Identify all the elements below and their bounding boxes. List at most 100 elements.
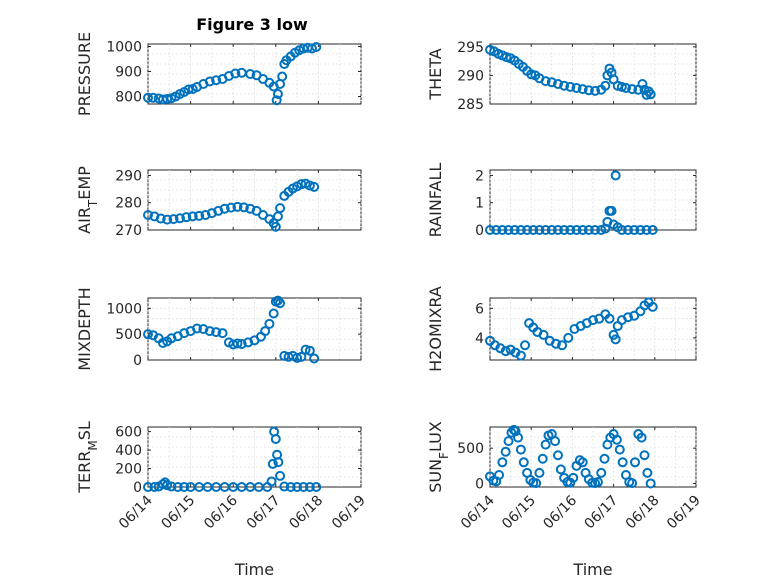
data-point <box>515 225 526 235</box>
data-point <box>538 329 549 340</box>
data-point <box>616 225 627 235</box>
data-point <box>304 482 315 492</box>
data-point <box>540 76 551 87</box>
y-tick-label: 800 <box>115 90 142 106</box>
data-point <box>273 457 284 468</box>
y-axis-label: PRESSURE <box>75 32 94 116</box>
data-point <box>211 75 222 86</box>
data-point <box>187 211 198 222</box>
y-tick-label: 0 <box>475 476 484 492</box>
data-point <box>500 446 511 457</box>
data-point <box>508 424 519 435</box>
y-tick-label: 1000 <box>106 301 142 317</box>
data-point <box>590 225 601 235</box>
data-point <box>577 84 588 95</box>
y-tick-label: 0 <box>475 223 484 239</box>
data-point <box>522 225 533 235</box>
y-tick-label: 4 <box>475 331 484 347</box>
data-point <box>183 84 194 95</box>
data-point <box>528 225 539 235</box>
x-tick-label: 06/14 <box>116 492 156 532</box>
data-point <box>610 334 621 345</box>
data-point <box>270 221 281 232</box>
subplot-right-2: 0 1 2 RAINFALL <box>426 163 697 239</box>
data-point <box>557 340 568 351</box>
data-point <box>559 80 570 91</box>
data-point <box>304 345 315 356</box>
data-point <box>179 482 190 492</box>
subplot-left-3: 0 500 1000 MIXDEPTH <box>75 287 362 371</box>
x-tick-label: 06/15 <box>499 493 539 533</box>
y-axis-label: SUNFLUX <box>426 421 451 493</box>
data-point <box>616 81 627 92</box>
y-tick-label: 6 <box>475 301 484 317</box>
x-tick-label: 06/17 <box>582 493 622 533</box>
y-axis-label: RAINFALL <box>426 163 445 238</box>
data-point <box>592 477 603 488</box>
data-point <box>292 482 303 492</box>
data-point <box>635 225 646 235</box>
data-point <box>546 77 557 88</box>
x-tick-label: 06/18 <box>623 493 663 533</box>
data-point <box>217 328 228 339</box>
data-point <box>583 85 594 96</box>
data-point <box>571 225 582 235</box>
data-point <box>531 478 542 489</box>
data-point <box>143 92 153 103</box>
data-point <box>497 225 508 235</box>
subplot-left-2: 270 280 290 AIRTEMP <box>75 166 362 239</box>
data-point <box>630 457 641 468</box>
data-point <box>311 42 322 52</box>
data-point <box>555 464 566 475</box>
data-point <box>485 225 495 235</box>
data-point <box>497 457 508 468</box>
data-point <box>518 457 529 468</box>
data-point <box>537 453 548 464</box>
data-point <box>571 83 582 93</box>
data-point <box>534 225 545 235</box>
data-point <box>552 225 563 235</box>
x-tick-label: 06/16 <box>540 492 580 532</box>
data-point <box>611 434 622 445</box>
data-point <box>647 301 658 312</box>
data-point <box>509 225 520 235</box>
y-tick-label: 500 <box>115 327 142 343</box>
data-point <box>577 225 588 235</box>
data-point <box>270 434 281 444</box>
data-point <box>588 315 598 326</box>
data-point <box>268 308 279 319</box>
data-point <box>606 205 617 216</box>
data-point <box>540 439 551 450</box>
data-point <box>614 444 625 455</box>
data-point <box>559 225 570 235</box>
data-point <box>627 478 638 489</box>
y-tick-label: 500 <box>457 441 484 457</box>
data-point <box>172 482 183 492</box>
data-point <box>285 482 296 492</box>
data-point <box>645 89 656 100</box>
data-point <box>623 225 634 235</box>
x-axis-label: Time <box>572 560 612 579</box>
data-point <box>311 482 322 492</box>
data-point <box>264 318 275 329</box>
x-tick-label: 06/15 <box>159 493 199 533</box>
x-tick-label: 06/19 <box>664 493 704 533</box>
data-point <box>590 85 601 96</box>
data-point <box>637 79 648 89</box>
data-point <box>550 436 561 447</box>
data-point <box>565 81 576 92</box>
data-point <box>546 225 557 235</box>
data-point <box>238 202 249 213</box>
data-point <box>636 432 647 443</box>
data-point <box>617 457 628 468</box>
data-point <box>211 327 222 338</box>
data-point <box>565 225 576 235</box>
y-axis-label: AIRTEMP <box>75 166 100 234</box>
data-point <box>526 69 537 80</box>
subplot-right-3: 4 6 H2OMIXRA <box>426 286 697 372</box>
x-tick-label: 06/19 <box>329 493 369 533</box>
data-point <box>236 338 247 349</box>
y-axis-label: THETA <box>426 48 445 100</box>
data-point <box>166 481 177 492</box>
